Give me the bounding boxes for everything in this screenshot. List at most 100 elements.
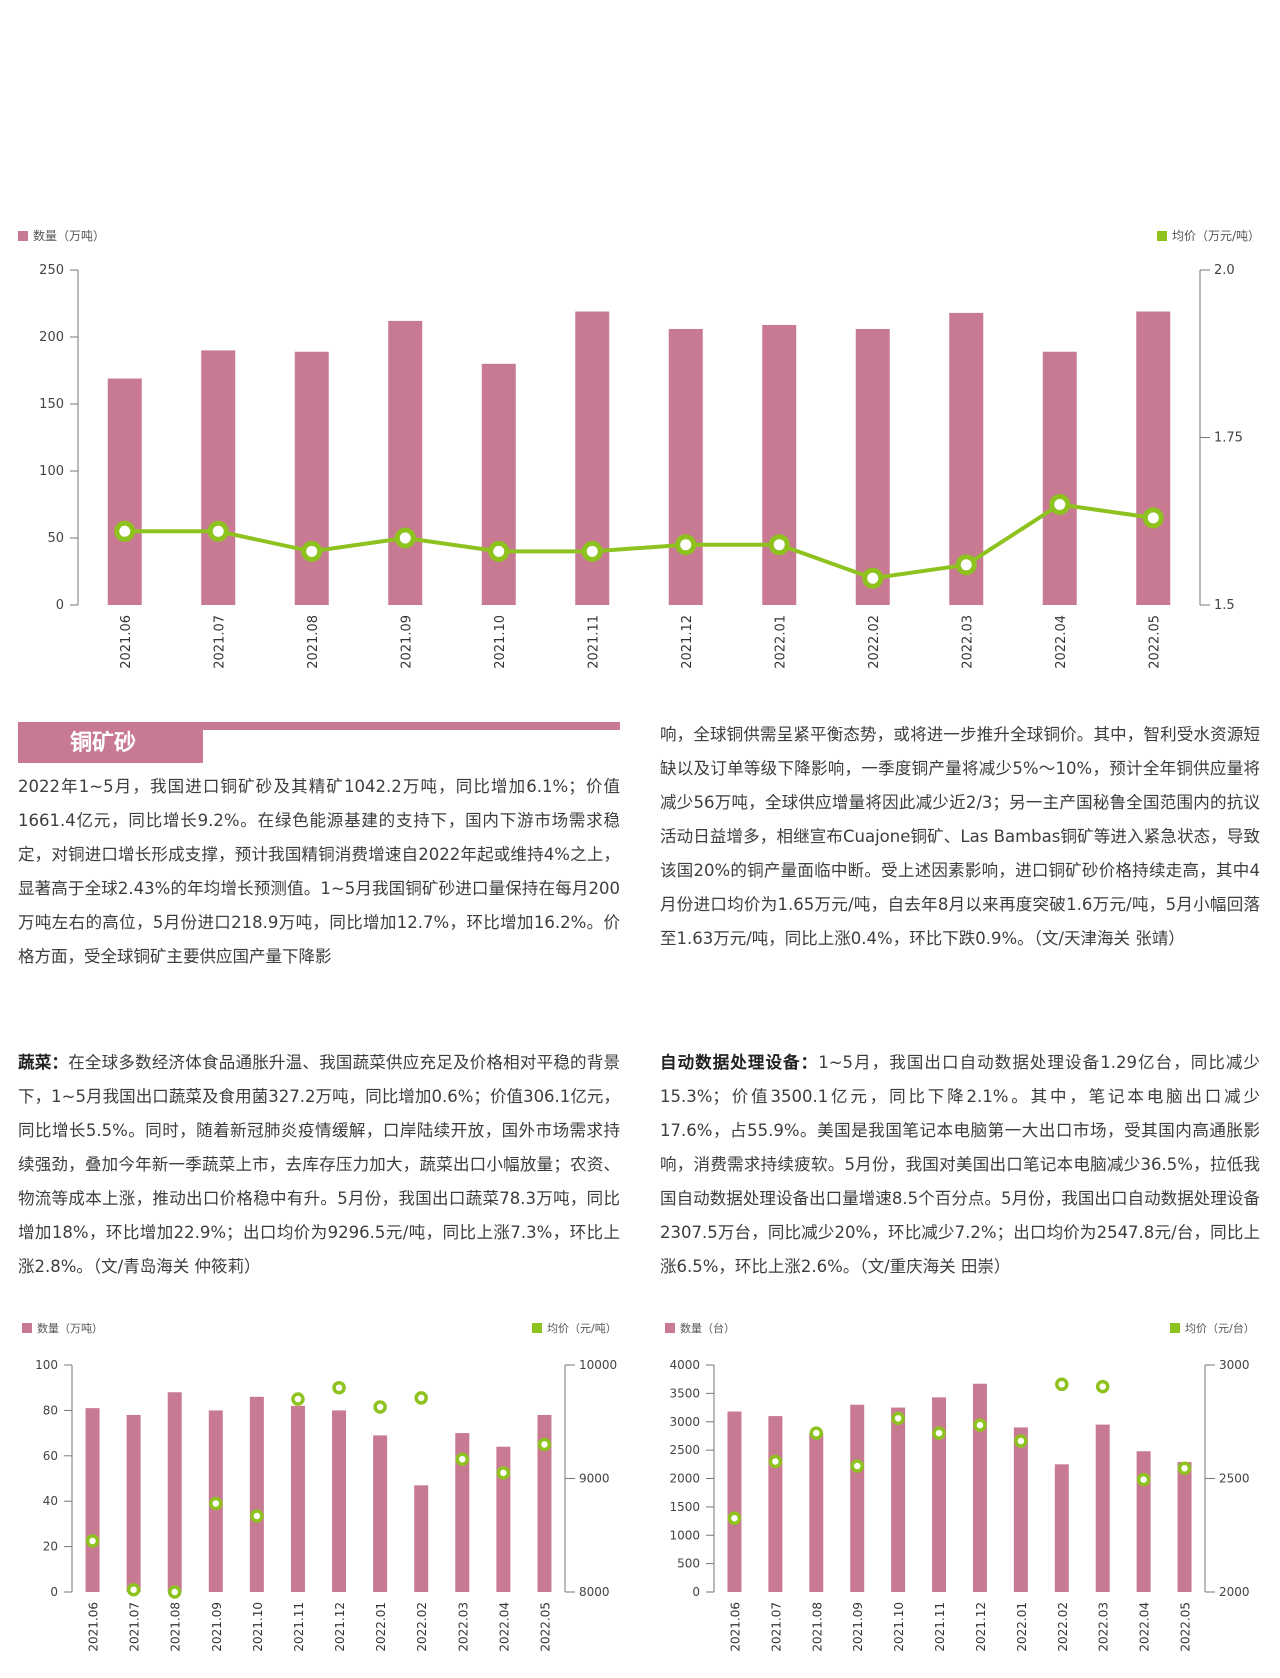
bar-2022.03 <box>1095 1424 1110 1592</box>
bar-2021.07 <box>768 1416 783 1592</box>
legend-price: 均价（万元/吨） <box>1172 229 1260 243</box>
right-tick-label: 3000 <box>1219 1358 1250 1372</box>
price-point-2021.12 <box>675 534 697 556</box>
category-label: 2022.03 <box>456 1602 470 1652</box>
left-tick-label: 2000 <box>669 1472 700 1486</box>
left-tick-label: 1500 <box>669 1500 700 1514</box>
price-point-2022.05 <box>1177 1461 1192 1476</box>
legend-swatch-price <box>1157 231 1167 241</box>
bar-2021.08 <box>809 1433 824 1592</box>
price-point-2021.08 <box>301 540 323 562</box>
section-title: 铜矿砂 <box>18 722 203 763</box>
left-tick-label: 60 <box>43 1449 58 1463</box>
category-label: 2021.09 <box>851 1602 865 1652</box>
bar-2022.01 <box>762 324 797 605</box>
bar-2021.06 <box>107 378 142 605</box>
bar-2021.09 <box>388 320 423 605</box>
price-point-2021.10 <box>891 1411 905 1426</box>
left-tick-label: 3000 <box>669 1415 700 1429</box>
price-point-2021.08 <box>167 1585 182 1599</box>
bar-2022.05 <box>1136 311 1171 605</box>
category-label: 2021.07 <box>769 1602 783 1652</box>
category-label: 2021.10 <box>251 1602 265 1652</box>
price-point-2021.10 <box>488 540 510 562</box>
category-label: 2022.01 <box>1015 1602 1029 1652</box>
left-tick-label: 2500 <box>669 1443 700 1457</box>
bar-2021.12 <box>972 1383 987 1592</box>
bar-2022.04 <box>496 1446 511 1592</box>
bar-2021.06 <box>85 1408 100 1592</box>
copper-article-col2: 响，全球铜供需呈紧平衡态势，或将进一步推升全球铜价。其中，智利受水资源短缺以及订… <box>660 718 1260 956</box>
price-point-2021.11 <box>932 1426 946 1440</box>
adp-article: 自动数据处理设备：1~5月，我国出口自动数据处理设备1.29亿台，同比减少15.… <box>660 1046 1260 1284</box>
price-point-2022.05 <box>537 1437 552 1452</box>
price-point-2021.06 <box>727 1511 742 1525</box>
bar-2021.09 <box>850 1404 865 1592</box>
price-point-2021.09 <box>209 1496 223 1511</box>
category-label: 2022.04 <box>1054 615 1069 669</box>
price-point-2021.11 <box>581 540 603 562</box>
bar-2021.09 <box>208 1410 223 1592</box>
price-point-2021.08 <box>809 1426 824 1440</box>
category-label: 2021.08 <box>169 1602 183 1652</box>
category-label: 2021.06 <box>728 1602 742 1652</box>
category-label: 2022.01 <box>773 615 788 669</box>
category-label: 2022.02 <box>867 615 882 669</box>
vegetables-text: 在全球多数经济体食品通胀升温、我国蔬菜供应充足及价格相对平稳的背景下，1~5月我… <box>18 1053 621 1276</box>
price-point-2022.03 <box>1095 1379 1110 1394</box>
category-label: 2022.04 <box>1138 1602 1152 1652</box>
right-tick-label: 9000 <box>579 1472 610 1486</box>
bar-2021.10 <box>891 1407 906 1592</box>
category-label: 2021.07 <box>128 1602 142 1652</box>
category-label: 2021.09 <box>210 1602 224 1652</box>
bar-2021.08 <box>167 1392 182 1592</box>
right-tick-label: 10000 <box>579 1358 617 1372</box>
category-label: 2022.01 <box>374 1602 388 1652</box>
left-tick-label: 100 <box>35 1358 58 1372</box>
right-tick-label: 1.5 <box>1214 598 1235 613</box>
category-label: 2022.05 <box>538 1602 552 1652</box>
vegetables-label: 蔬菜： <box>18 1053 69 1072</box>
category-label: 2021.11 <box>933 1602 947 1652</box>
vegetables-article: 蔬菜：在全球多数经济体食品通胀升温、我国蔬菜供应充足及价格相对平稳的背景下，1~… <box>18 1046 620 1284</box>
right-tick-label: 2.0 <box>1214 263 1235 278</box>
price-point-2022.01 <box>768 534 790 556</box>
legend-quantity: 数量（万吨） <box>37 1322 103 1335</box>
bar-2021.11 <box>290 1405 305 1592</box>
bar-2021.10 <box>481 363 516 605</box>
category-label: 2022.04 <box>497 1602 511 1652</box>
left-tick-label: 3500 <box>669 1386 700 1400</box>
category-label: 2021.09 <box>399 615 414 669</box>
price-point-2022.02 <box>414 1391 428 1405</box>
bar-2022.05 <box>537 1414 552 1592</box>
legend-swatch-price <box>532 1323 542 1333</box>
left-tick-label: 0 <box>692 1585 700 1599</box>
price-point-2021.06 <box>114 520 136 542</box>
category-label: 2022.05 <box>1147 615 1162 669</box>
legend-swatch-quantity <box>18 231 28 241</box>
price-point-2021.10 <box>250 1509 264 1523</box>
price-point-2022.04 <box>496 1466 511 1480</box>
left-tick-label: 0 <box>50 1585 58 1599</box>
left-tick-label: 0 <box>56 598 64 613</box>
category-label: 2021.12 <box>974 1602 988 1652</box>
category-label: 2021.08 <box>810 1602 824 1652</box>
legend-swatch-quantity <box>22 1323 32 1333</box>
left-tick-label: 20 <box>43 1540 58 1554</box>
legend-swatch-price <box>1170 1323 1180 1333</box>
right-tick-label: 8000 <box>579 1585 610 1599</box>
price-point-2021.09 <box>394 527 416 549</box>
price-point-2022.01 <box>1014 1434 1028 1448</box>
right-tick-label: 2000 <box>1219 1585 1250 1599</box>
bar-2022.03 <box>455 1433 470 1592</box>
price-point-2022.04 <box>1136 1472 1151 1487</box>
bar-2022.04 <box>1136 1451 1151 1592</box>
left-tick-label: 1000 <box>669 1528 700 1542</box>
copper-text-col1: 2022年1~5月，我国进口铜矿砂及其精矿1042.2万吨，同比增加6.1%；价… <box>18 777 620 966</box>
category-label: 2021.06 <box>87 1602 101 1652</box>
price-point-2021.07 <box>768 1454 783 1469</box>
right-tick-label: 2500 <box>1219 1472 1250 1486</box>
bar-2021.12 <box>332 1410 347 1592</box>
price-point-2022.01 <box>373 1400 387 1414</box>
left-tick-label: 100 <box>39 464 64 479</box>
